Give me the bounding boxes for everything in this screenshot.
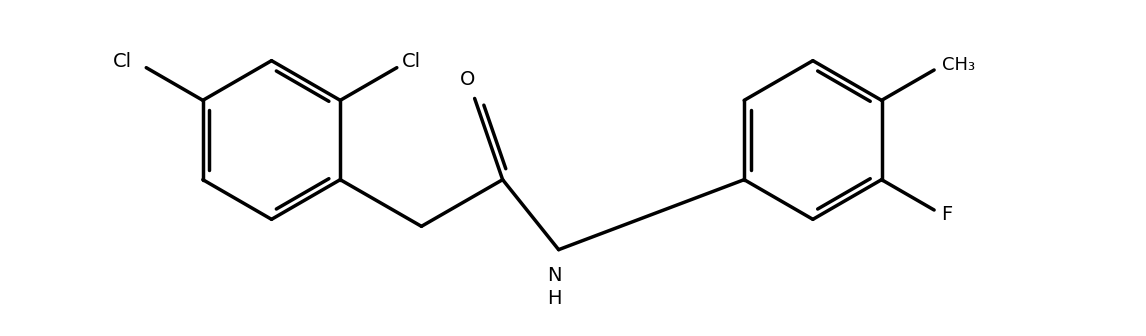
Text: CH₃: CH₃ (942, 56, 975, 74)
Text: O: O (460, 70, 474, 89)
Text: Cl: Cl (401, 52, 421, 71)
Text: H: H (547, 289, 562, 308)
Text: Cl: Cl (113, 52, 132, 71)
Text: N: N (547, 265, 562, 285)
Text: F: F (942, 205, 952, 224)
